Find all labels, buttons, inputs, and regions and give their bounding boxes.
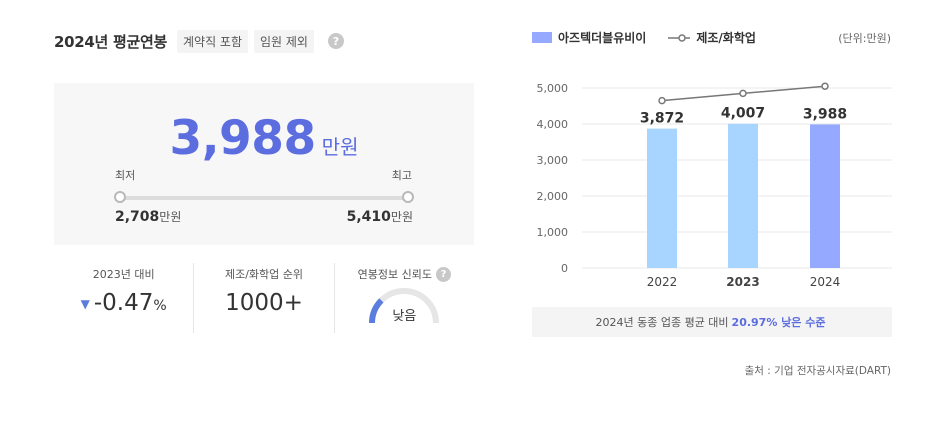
legend-line-icon: [668, 33, 691, 42]
yoy-change-value: -0.47: [93, 290, 154, 316]
min-salary-unit: 만원: [159, 210, 182, 224]
industry-rank-value: 1000+: [225, 290, 303, 316]
stat-industry-rank: 제조/화학업 순위 1000+: [193, 263, 333, 333]
data-source: 출처 : 기업 전자공시자료(DART): [744, 365, 891, 377]
help-icon[interactable]: ?: [327, 33, 344, 49]
bar-value-label: 3,988: [803, 106, 847, 122]
comparison-prefix: 2024년 동종 업종 평균 대비: [595, 316, 729, 329]
bar-value-label: 4,007: [721, 106, 765, 122]
x-tick-label: 2023: [726, 275, 759, 289]
max-label: 최고: [391, 169, 412, 182]
tag-executive-excluded: 임원 제외: [254, 29, 314, 53]
yoy-change-label: 2023년 대비: [92, 268, 155, 281]
min-salary-value: 2,708: [115, 209, 160, 225]
legend-company-swatch: [532, 32, 552, 43]
stat-reliability: 연봉정보 신뢰도 ? 낮음: [333, 263, 474, 333]
reliability-help-icon[interactable]: ?: [435, 266, 451, 282]
tag-contract-included: 계약직 포함: [176, 29, 248, 53]
min-label: 최저: [115, 169, 136, 182]
comparison-highlight: 20.97% 낮은 수준: [731, 316, 826, 329]
down-arrow-icon: ▼: [80, 296, 90, 311]
stats-row: 2023년 대비 ▼ -0.47% 제조/화학업 순위 1000+ 연봉정보 신뢰…: [54, 263, 474, 333]
reliability-value: 낮음: [392, 309, 417, 324]
industry-line-point: [658, 96, 666, 105]
y-tick-label: 4,000: [537, 118, 569, 131]
industry-line-point: [739, 89, 747, 98]
reliability-label: 연봉정보 신뢰도: [357, 268, 432, 281]
page-title: 2024년 평균연봉: [54, 32, 167, 51]
y-tick-label: 2,000: [537, 190, 569, 203]
max-salary-value: 5,410: [346, 209, 391, 225]
legend-industry-label: 제조/화학업: [696, 31, 756, 45]
salary-chart: 5,000 4,000 3,000 2,000 1,000 0 3,872 2022 4,007…: [532, 70, 892, 300]
legend-company-label: 아즈텍더블유비이: [558, 31, 647, 45]
bar-value-label: 3,872: [640, 111, 684, 127]
bar-2024: [810, 124, 840, 268]
y-tick-label: 0: [561, 262, 568, 275]
industry-line-point: [821, 82, 829, 90]
salary-summary-panel: 2024년 평균연봉 계약직 포함 임원 제외 ? 3,988 만원 최저 최고 …: [54, 26, 474, 356]
max-salary-unit: 만원: [390, 210, 413, 224]
x-tick-label: 2024: [810, 275, 841, 289]
y-tick-label: 1,000: [537, 226, 569, 239]
gauge-arc: [369, 288, 440, 324]
average-salary-value: 3,988: [169, 111, 317, 166]
salary-chart-svg: 5,000 4,000 3,000 2,000 1,000 0 3,872 2022 4,007…: [537, 82, 892, 289]
chart-legend: 아즈텍더블유비이 제조/화학업: [532, 29, 756, 46]
bar-2023: [728, 123, 758, 268]
range-max-handle: [402, 191, 414, 203]
industry-comparison: 2024년 동종 업종 평균 대비 20.97% 낮은 수준: [532, 307, 892, 337]
average-salary: 3,988 만원: [54, 111, 474, 166]
yoy-change-unit: %: [153, 298, 167, 314]
range-min-handle: [114, 191, 126, 203]
y-tick-label: 5,000: [537, 82, 569, 95]
min-salary: 2,708만원: [115, 208, 181, 225]
reliability-gauge: 낮음: [366, 285, 442, 325]
average-salary-box: 3,988 만원 최저 최고 2,708만원 5,410만원: [54, 83, 474, 245]
x-tick-label: 2022: [647, 275, 678, 289]
section-header: 2024년 평균연봉 계약직 포함 임원 제외 ?: [54, 26, 474, 56]
unit-note: (단위:만원): [838, 32, 891, 45]
industry-rank-label: 제조/화학업 순위: [224, 268, 304, 281]
salary-range-bar: [114, 191, 414, 203]
average-salary-unit: 만원: [321, 135, 359, 159]
y-tick-label: 3,000: [537, 154, 569, 167]
stat-yoy-change: 2023년 대비 ▼ -0.47%: [54, 263, 193, 333]
bar-2022: [647, 128, 677, 268]
max-salary: 5,410만원: [347, 208, 413, 225]
